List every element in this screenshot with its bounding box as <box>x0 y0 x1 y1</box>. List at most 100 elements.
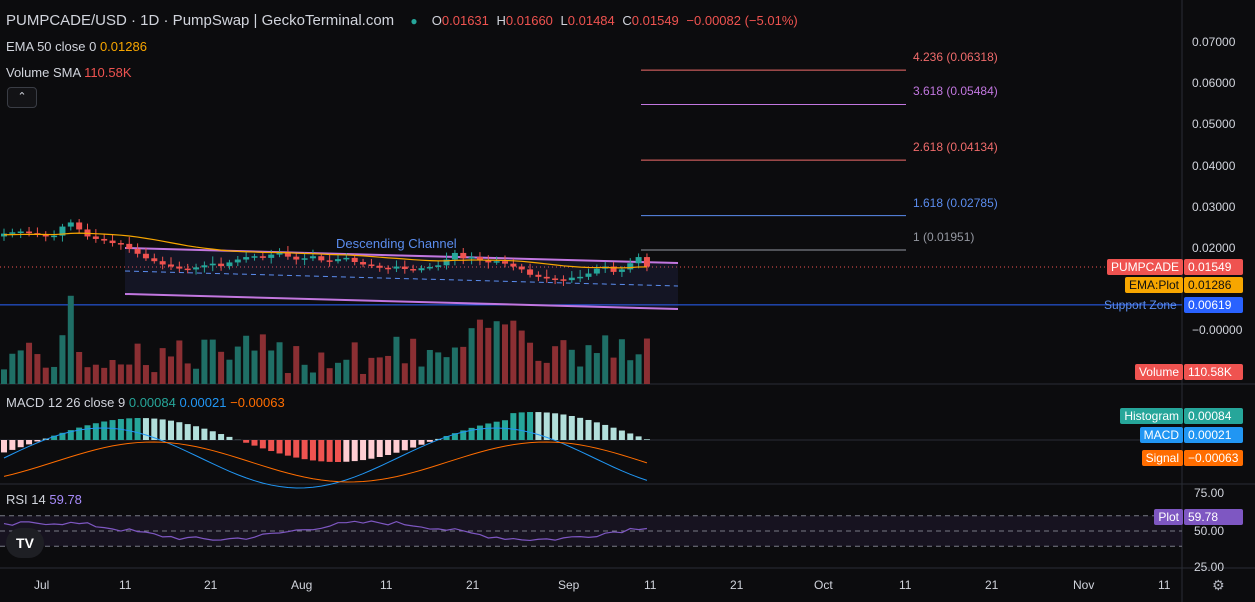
rsi-tag: Plot <box>1154 509 1183 525</box>
ema-line <box>3 232 647 269</box>
macd-histogram-bar <box>101 421 108 440</box>
candle <box>435 265 442 267</box>
candle <box>184 268 191 271</box>
volume-bar <box>184 363 191 384</box>
price-tick-label: 0.04000 <box>1192 158 1236 173</box>
ohlc-open: 0.01631 <box>441 13 489 28</box>
macd-pane <box>0 412 1182 489</box>
descending-channel[interactable] <box>124 247 679 310</box>
signal-value-tag: −0.00063 <box>1184 450 1243 466</box>
candle <box>234 259 241 263</box>
volume-bar <box>9 353 16 384</box>
candle <box>151 258 158 262</box>
volume-bar <box>301 364 308 384</box>
ema-legend[interactable]: EMA 50 close 0 0.01286 <box>6 39 147 54</box>
collapse-legend-button[interactable]: ⌃ <box>7 87 37 108</box>
volume-legend[interactable]: Volume SMA 110.58K <box>6 65 132 80</box>
macd-histogram-bar <box>142 418 149 440</box>
candle <box>109 240 116 244</box>
volume-bar <box>418 366 425 384</box>
fib-level-label: 1.618 (0.02785) <box>913 195 998 210</box>
macd-histogram-bar <box>243 440 250 443</box>
macd-histogram-bar <box>309 440 316 461</box>
volume-bar <box>59 335 66 384</box>
candle <box>393 266 400 269</box>
volume-bar <box>351 342 358 384</box>
macd-histogram-bar <box>76 427 83 440</box>
macd-histogram-bar <box>293 440 300 458</box>
volume-bar <box>593 353 600 384</box>
candle <box>376 265 383 268</box>
gear-icon[interactable]: ⚙ <box>1212 577 1225 593</box>
time-tick-label: Sep <box>558 578 580 592</box>
volume-bar <box>76 351 83 384</box>
symbol-title[interactable]: PUMPCADE/USD · 1D · PumpSwap | GeckoTerm… <box>6 12 395 29</box>
rsi-tick-label: 25.00 <box>1194 560 1225 574</box>
volume-bar <box>318 352 325 384</box>
macd-histogram-bar <box>218 434 225 440</box>
candle <box>201 265 208 268</box>
candle <box>209 263 216 266</box>
volume-bar <box>443 357 450 384</box>
fib-extension[interactable] <box>0 69 1182 306</box>
candle <box>193 267 200 270</box>
candles[interactable] <box>1 219 650 286</box>
macd-legend-line: 0.00021 <box>179 395 227 410</box>
macd-histogram-bar <box>109 420 116 440</box>
candle <box>326 260 333 262</box>
rsi-legend[interactable]: RSI 14 59.78 <box>6 492 82 507</box>
volume-bar <box>293 346 300 384</box>
volume-bar <box>67 295 74 384</box>
candle <box>510 263 517 267</box>
macd-histogram-bar <box>67 430 74 440</box>
candle <box>76 222 83 230</box>
channel-lower <box>124 293 679 310</box>
candle <box>493 261 500 263</box>
candle <box>368 264 375 266</box>
macd-histogram-bar <box>602 424 609 440</box>
volume-bar <box>577 366 584 384</box>
candle <box>543 276 550 279</box>
macd-legend[interactable]: MACD 12 26 close 9 0.00084 0.00021 −0.00… <box>6 395 285 410</box>
volume-bar <box>142 365 149 384</box>
macd-histogram-bar <box>543 412 550 440</box>
support-zone-label[interactable]: Support Zone <box>1104 298 1177 312</box>
macd-histogram-bar <box>251 440 258 446</box>
candle <box>351 257 358 263</box>
volume-bar <box>476 319 483 384</box>
volume-bar <box>268 350 275 384</box>
macd-histogram-bar <box>552 413 559 440</box>
time-tick-label: 21 <box>466 578 480 592</box>
volume-bar <box>535 360 542 384</box>
candle <box>251 256 258 258</box>
macd-histogram-bar <box>360 440 367 461</box>
macd-histogram-bar <box>510 413 517 440</box>
candle <box>226 262 233 267</box>
candle <box>126 243 133 249</box>
macd-histogram-bar <box>301 440 308 460</box>
macd-histogram-bar <box>385 440 392 455</box>
macd-histogram-bar <box>209 431 216 440</box>
channel-label[interactable]: Descending Channel <box>336 236 457 251</box>
ohlc-low: 0.01484 <box>567 13 615 28</box>
macd-histogram-bar <box>410 440 417 448</box>
volume-bar <box>309 372 316 384</box>
candle <box>92 236 99 239</box>
volume-legend-value: 110.58K <box>84 65 132 80</box>
volume-bar <box>159 348 166 384</box>
volume-bar <box>635 354 642 384</box>
candle <box>527 269 534 275</box>
macd-histogram-bar <box>335 440 341 462</box>
macd-histogram-bar <box>518 412 525 440</box>
macd-histogram-bar <box>593 422 600 440</box>
macd-histogram-bar <box>535 412 542 440</box>
volume-bar <box>251 350 258 384</box>
candle <box>502 261 508 264</box>
candle <box>627 263 634 270</box>
candle <box>42 234 49 237</box>
rsi-tick-label: 75.00 <box>1194 486 1225 500</box>
tradingview-logo[interactable]: TV <box>6 528 44 558</box>
macd-histogram-bar <box>460 430 467 440</box>
candle <box>168 264 174 267</box>
